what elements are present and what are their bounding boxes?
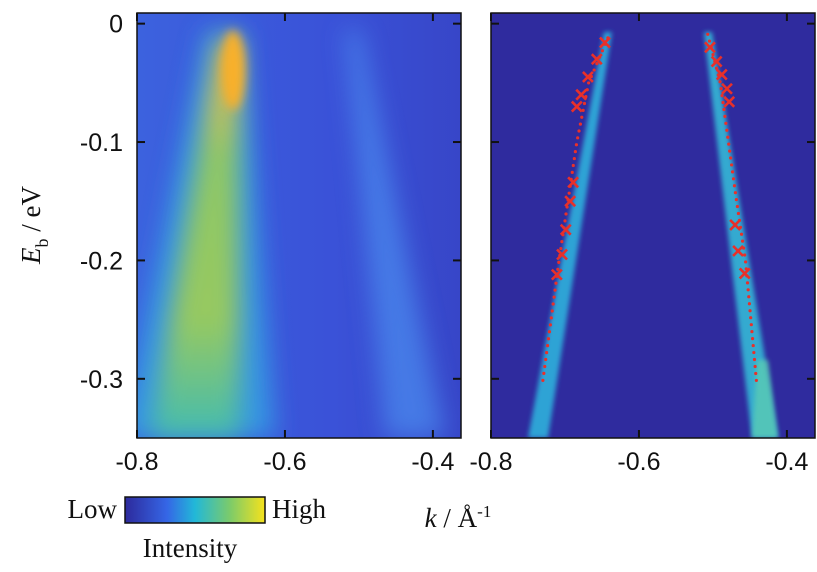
x-label-symbol: k — [425, 503, 438, 533]
y-label-unit: / eV — [16, 186, 46, 239]
fit-line — [706, 32, 759, 384]
x-label-superscript: -1 — [477, 502, 491, 521]
y-tick-label: 0 — [109, 11, 123, 39]
peak-marker — [575, 88, 588, 101]
peak-marker — [570, 100, 583, 113]
peak-marker — [559, 223, 572, 236]
peak-marker — [556, 248, 568, 261]
y-axis-label: Eb / eV — [16, 186, 52, 265]
x-label-unit: / Å — [437, 503, 478, 533]
y-tick-label: -0.3 — [80, 366, 123, 394]
fit-line — [541, 36, 610, 383]
colorbar-label: Intensity — [143, 533, 238, 563]
peak-marker — [723, 95, 736, 108]
frame — [136, 12, 462, 439]
peak-marker — [715, 68, 728, 81]
frame — [490, 12, 816, 439]
x-tick-label: -0.6 — [617, 448, 660, 476]
x-tick-label: -0.4 — [411, 448, 454, 476]
y-label-symbol: E — [16, 247, 46, 265]
peak-marker — [732, 245, 744, 257]
x-axis-label: k / Å-1 — [425, 502, 492, 533]
colorbar-high: High — [272, 494, 327, 524]
y-tick-label: -0.2 — [80, 247, 123, 275]
peak-marker — [721, 82, 733, 95]
x-tick-label: -0.6 — [263, 448, 306, 476]
peak-marker — [710, 55, 723, 68]
y-tick-label: -0.1 — [80, 129, 123, 157]
x-tick-label: -0.8 — [469, 448, 512, 476]
y-label-subscript: b — [32, 238, 52, 247]
peak-marker — [550, 268, 563, 281]
peak-marker — [564, 195, 577, 208]
colorbar — [124, 496, 266, 524]
x-tick-label: -0.4 — [765, 448, 808, 476]
colorbar-low: Low — [68, 494, 118, 524]
heatmap-left — [137, 13, 461, 438]
heatmap-right — [491, 13, 815, 438]
peak-marker — [581, 71, 594, 83]
x-tick-label: -0.8 — [115, 448, 158, 476]
